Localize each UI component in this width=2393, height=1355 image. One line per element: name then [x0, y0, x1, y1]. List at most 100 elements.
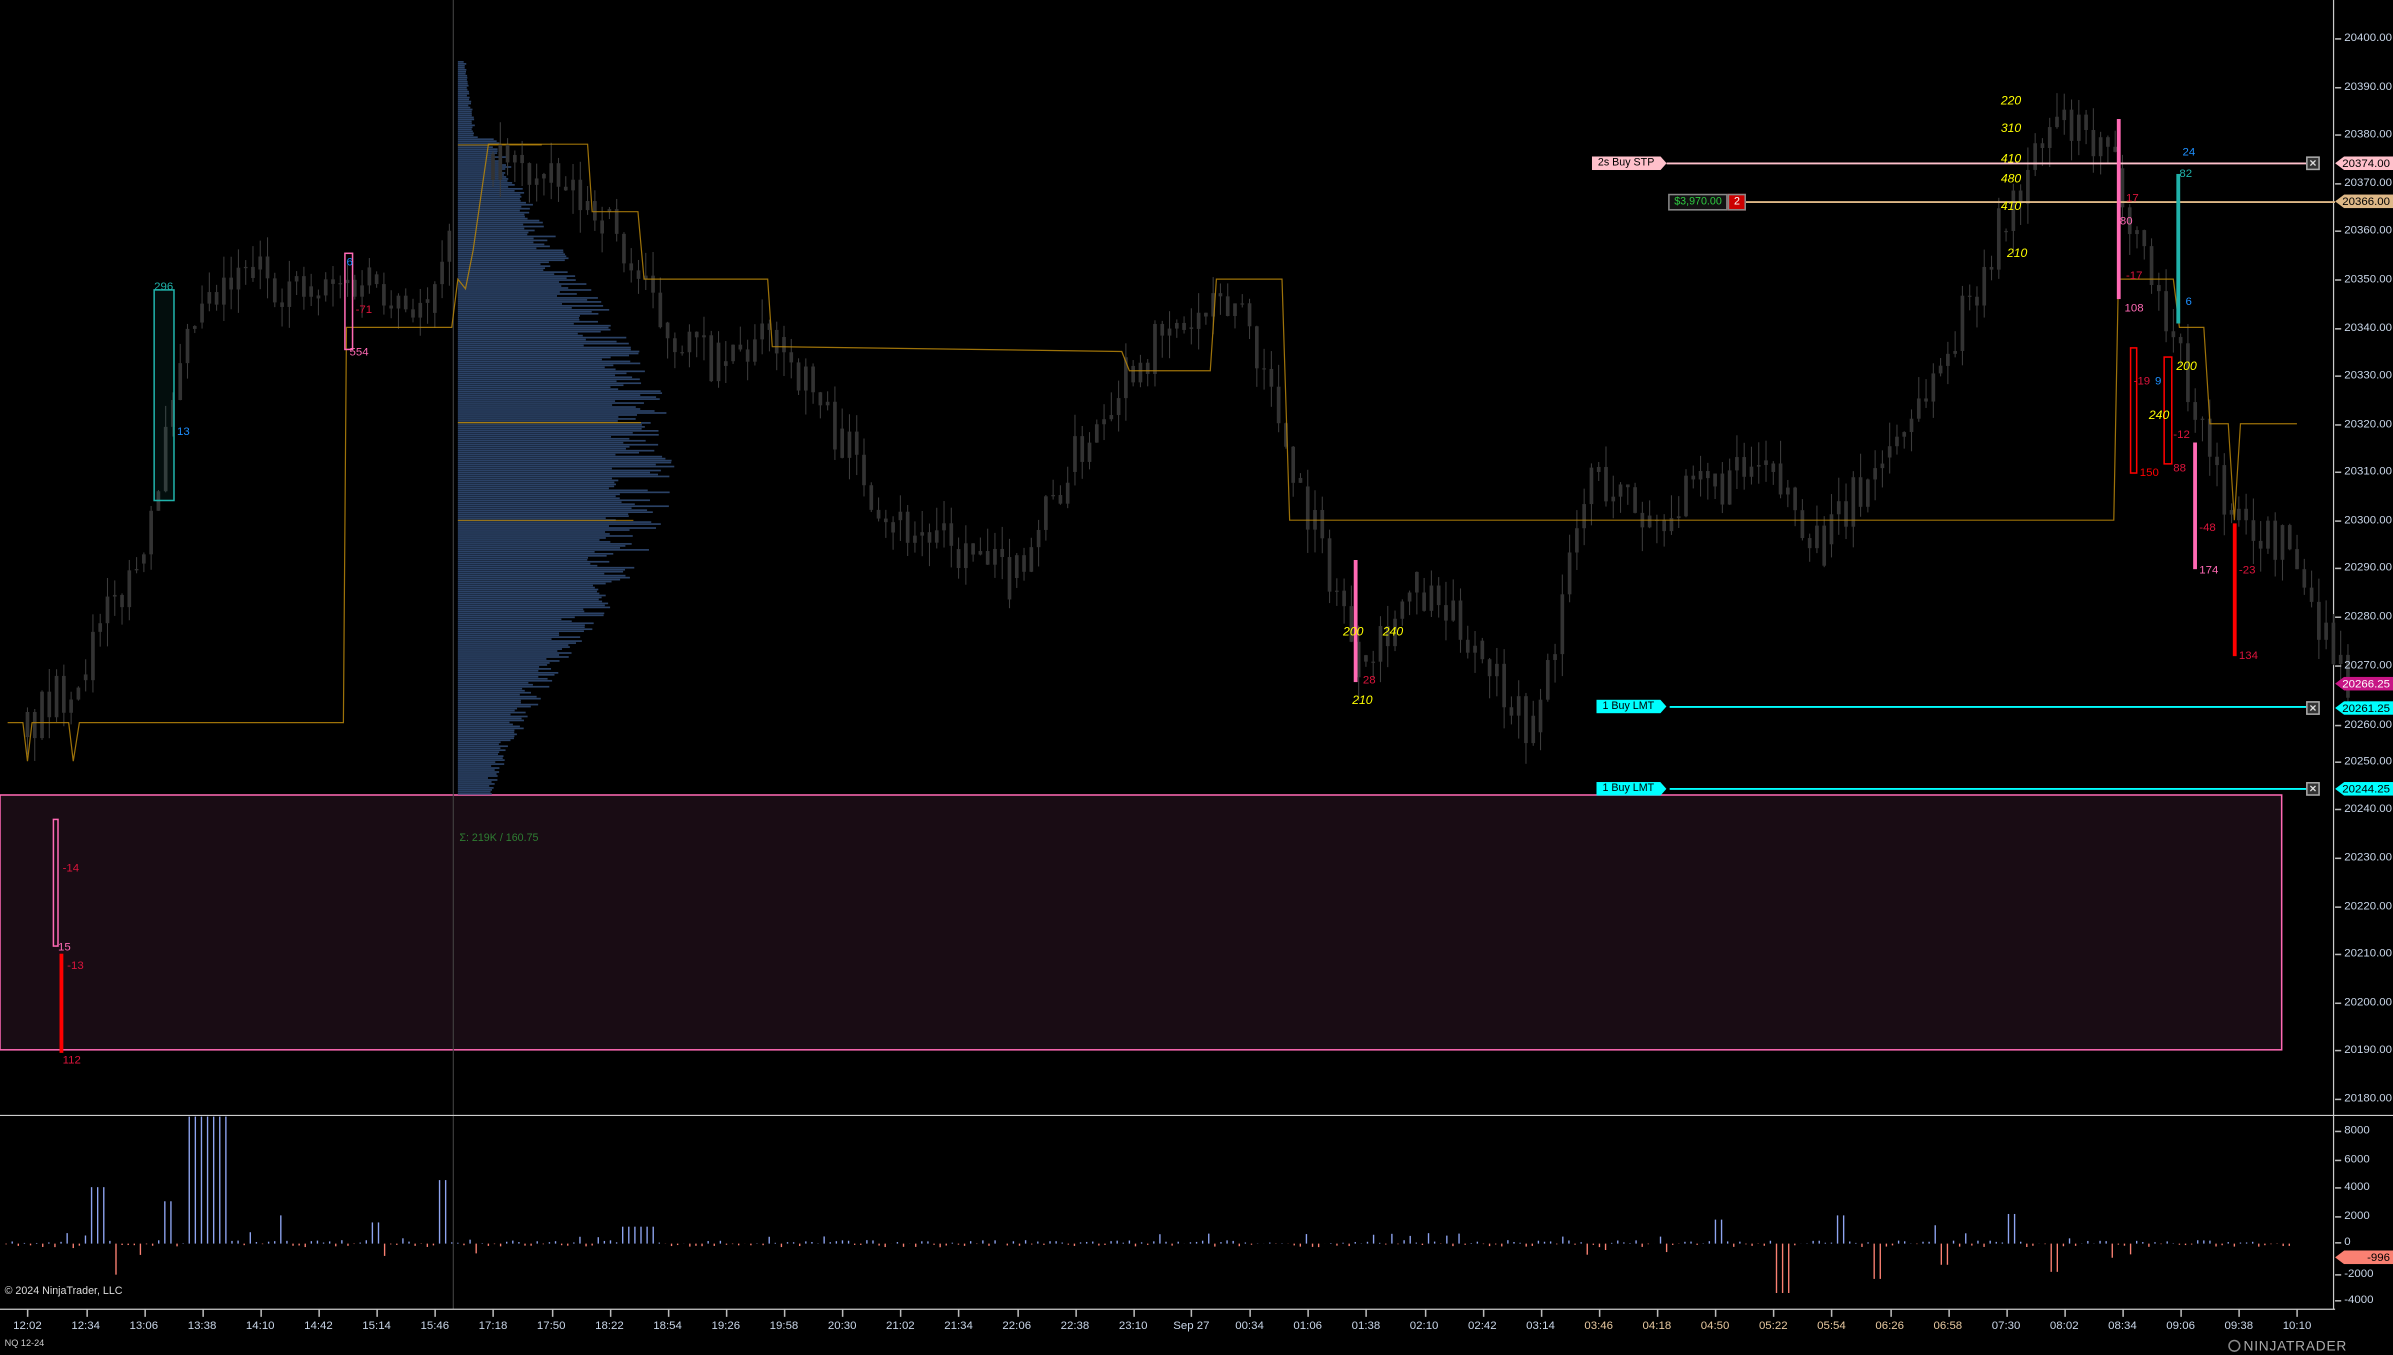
- candle-body: [1749, 466, 1754, 477]
- candle-body: [1545, 660, 1550, 700]
- candle-body: [1887, 446, 1892, 458]
- candle-body: [2287, 525, 2292, 550]
- volume-profile-bar: [457, 334, 583, 337]
- candle-body: [47, 691, 52, 718]
- volume-profile-bar: [457, 610, 585, 613]
- candle-body: [934, 530, 939, 543]
- candle-body: [360, 285, 364, 297]
- candle-body: [382, 284, 386, 306]
- volume-profile-bar: [457, 761, 496, 763]
- candle-body: [1996, 208, 2001, 270]
- candles: [25, 93, 2350, 764]
- candle-body: [585, 201, 590, 211]
- candle-body: [272, 278, 277, 303]
- candle-body: [1633, 487, 1637, 513]
- volume-profile-bar: [457, 346, 631, 349]
- cancel-limit-order-2-close-icon[interactable]: ×: [2306, 782, 2320, 796]
- volume-profile-bar: [457, 560, 610, 563]
- volume-profile-bar: [457, 410, 655, 412]
- step-line: [7, 143, 2297, 762]
- position-pnl: $3,970.00: [1668, 193, 1728, 211]
- buy-limit-order-label-2[interactable]: 1 Buy LMT: [1596, 782, 1666, 796]
- price-tick-label: 20350.00: [2334, 271, 2393, 286]
- candle-body: [1742, 457, 1747, 477]
- candle-body: [891, 522, 895, 533]
- position-price-tag: 20366.00: [2335, 194, 2393, 209]
- volume-profile-bar: [457, 554, 607, 557]
- time-tick-label: 19:26: [711, 1309, 741, 1333]
- volume-profile-bar: [457, 683, 533, 686]
- candle-body: [214, 292, 219, 305]
- candle-body: [389, 305, 394, 309]
- candle-body: [2127, 207, 2132, 235]
- candle-body: [1415, 571, 1419, 593]
- volume-profile-bar: [457, 600, 603, 603]
- candle-body: [876, 509, 881, 519]
- volume-profile-bar: [457, 150, 498, 152]
- candle-body: [1109, 415, 1114, 420]
- candle-body: [1138, 362, 1143, 383]
- volume-profile-bar: [457, 433, 659, 436]
- volume-profile-bar: [457, 299, 588, 301]
- cancel-stop-order-close-icon[interactable]: ×: [2306, 156, 2320, 171]
- volume-profile-bar: [457, 723, 513, 726]
- candle-body: [2076, 114, 2081, 141]
- volume-profile-bar: [457, 677, 548, 680]
- candle-body: [1691, 475, 1696, 480]
- candle-body: [2244, 508, 2248, 521]
- candle-body: [738, 344, 743, 350]
- volume-profile-bar: [457, 763, 505, 765]
- volume-profile-bar: [457, 580, 612, 583]
- price-tick-label: 20180.00: [2334, 1090, 2393, 1105]
- time-tick-label: 17:18: [478, 1309, 508, 1333]
- volume-profile-bar: [457, 437, 630, 440]
- price-tick-label: 20310.00: [2334, 464, 2393, 479]
- candle-body: [1102, 419, 1106, 425]
- candle-body: [1567, 552, 1572, 595]
- volume-profile-bar: [457, 114, 472, 117]
- volume-profile-bar: [457, 709, 515, 712]
- volume-profile-bar: [457, 628, 593, 631]
- time-tick-label: 09:38: [2224, 1309, 2254, 1333]
- volume-profile-bar: [457, 350, 640, 353]
- candle-body: [1771, 463, 1776, 472]
- candle-body: [2120, 168, 2125, 208]
- candle-body: [1298, 477, 1303, 483]
- volume-profile-bar: [457, 100, 472, 103]
- buy-stop-order-label[interactable]: 2s Buy STP: [1592, 156, 1667, 170]
- candle-body: [971, 543, 975, 555]
- position-label[interactable]: $3,970.00 2: [1668, 193, 1747, 211]
- candle-body: [1131, 365, 1135, 383]
- candle-body: [1080, 436, 1085, 462]
- candle-body: [1509, 707, 1514, 716]
- annotation-label: 200: [2176, 359, 2197, 374]
- volume-profile-bar: [457, 265, 551, 268]
- candle-body: [418, 302, 423, 318]
- volume-profile-bar: [457, 582, 606, 585]
- candle-body: [702, 335, 706, 338]
- candle-body: [2331, 622, 2336, 664]
- signal-bar: [2232, 523, 2237, 657]
- price-tick-label: 20240.00: [2334, 801, 2393, 816]
- volume-profile-bar: [457, 747, 501, 750]
- candle-body: [1240, 303, 1245, 305]
- volume-profile-bar: [457, 231, 529, 234]
- candle-body: [1502, 663, 1506, 708]
- delta-tick-label: 4000: [2335, 1179, 2370, 1194]
- candle-body: [1829, 514, 1834, 545]
- candle-body: [1044, 496, 1048, 530]
- cancel-limit-order-1-close-icon[interactable]: ×: [2306, 701, 2320, 715]
- volume-profile-bar: [457, 424, 642, 426]
- candle-body: [651, 275, 655, 293]
- volume-profile-bar: [457, 668, 552, 670]
- volume-profile-bar: [457, 132, 474, 135]
- buy-limit-order-label-1[interactable]: 1 Buy LMT: [1596, 700, 1666, 714]
- candle-body: [527, 163, 532, 185]
- candle-body: [2033, 143, 2037, 170]
- volume-profile-bar: [457, 556, 589, 559]
- annotation-label: 410: [2000, 199, 2022, 213]
- volume-profile-bar: [457, 775, 498, 777]
- candle-body: [2200, 418, 2205, 420]
- volume-profile-bar: [457, 414, 638, 416]
